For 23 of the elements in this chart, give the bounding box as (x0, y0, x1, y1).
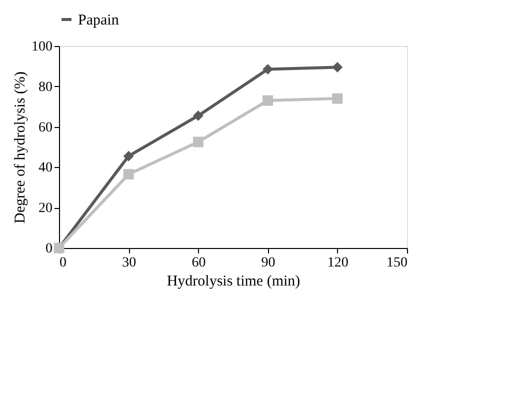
legend-label: Papain (78, 12, 120, 28)
x-tick-label: 90 (261, 256, 276, 270)
point (262, 95, 274, 106)
y-tick-label: 100 (32, 40, 52, 54)
point (123, 169, 134, 180)
point (332, 62, 343, 72)
y-tick-label: 0 (46, 242, 52, 256)
y-tick-label: 20 (38, 201, 52, 216)
y-axis-title: Degree of hydrolysis (%) (12, 71, 28, 224)
point (192, 110, 204, 121)
point (262, 64, 274, 74)
x-tick-label: 150 (386, 256, 408, 270)
point (332, 93, 343, 104)
x-tick-label: 120 (327, 256, 348, 270)
point (123, 150, 134, 162)
y-tick-label: 40 (38, 160, 52, 176)
y-tick-label: 80 (38, 80, 52, 95)
x-tick-label: 0 (60, 256, 66, 270)
y-tick-label: 60 (38, 120, 52, 136)
x-tick-label: 30 (122, 256, 136, 270)
x-axis-title: Hydrolysis time (min) (166, 274, 300, 290)
x-tick-label: 60 (192, 256, 206, 270)
point (192, 136, 204, 148)
